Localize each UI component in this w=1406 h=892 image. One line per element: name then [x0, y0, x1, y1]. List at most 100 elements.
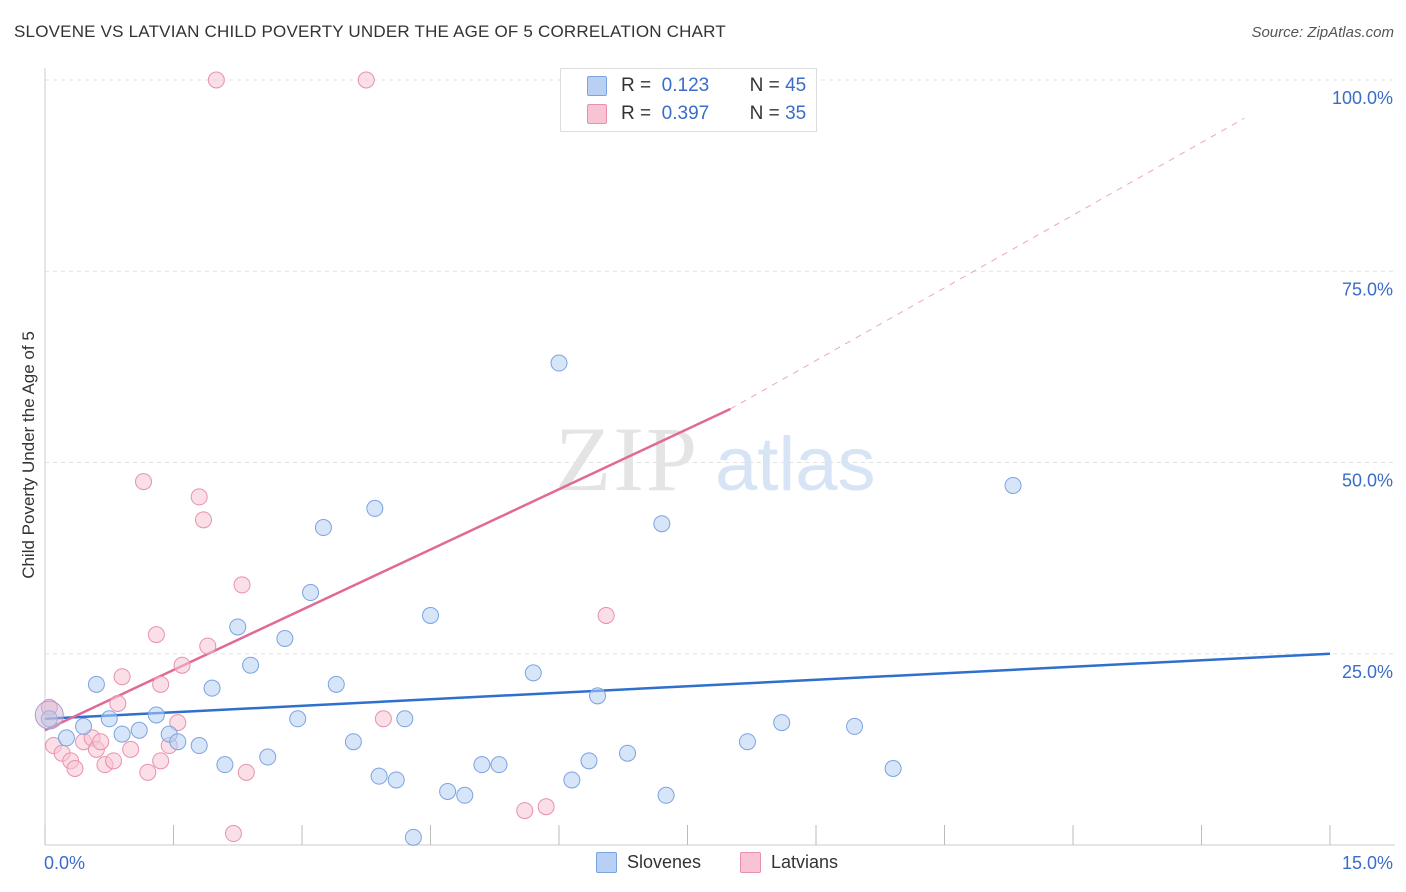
slovene-point	[100, 710, 118, 728]
latvian-point	[173, 656, 191, 674]
latvian-point	[233, 576, 251, 594]
slovenes-r-value: 0.123	[661, 75, 710, 96]
latvian-point	[537, 798, 555, 816]
latvians-trend-line	[44, 407, 731, 732]
slovene-point	[87, 675, 105, 693]
latvian-point	[516, 802, 534, 820]
slovene-point	[259, 748, 277, 766]
latvian-point	[237, 763, 255, 781]
x-tick-label: 15.0%	[1342, 853, 1393, 873]
grid-lines	[45, 79, 1395, 655]
slovene-point	[276, 629, 294, 647]
tick-labels: 25.0% 50.0% 75.0% 100.0% 0.0% 15.0%	[44, 88, 1393, 873]
slovene-point	[147, 706, 165, 724]
latvians-swatch	[587, 104, 607, 124]
latvian-point	[597, 607, 615, 624]
slovene-point	[190, 737, 208, 755]
slovene-point	[1004, 476, 1022, 494]
latvian-point	[152, 752, 170, 770]
slovene-point	[524, 664, 542, 682]
slovenes-n-value: 45	[785, 75, 807, 96]
y-axis-label: Child Poverty Under the Age of 5	[19, 331, 38, 579]
latvian-point	[207, 71, 225, 89]
bottom-legend-slovenes: Slovenes	[596, 852, 701, 873]
slovene-point	[619, 744, 637, 762]
latvian-point	[169, 714, 187, 732]
slovene-point	[370, 767, 388, 785]
source-label: Source: ZipAtlas.com	[1251, 24, 1394, 41]
slovene-point	[738, 733, 756, 751]
slovene-point	[57, 729, 75, 747]
slovene-point	[113, 725, 131, 743]
slovene-point	[396, 710, 414, 728]
slovene-point	[653, 515, 671, 533]
slovene-point	[314, 519, 332, 537]
slovene-point	[473, 756, 491, 774]
slovene-point	[302, 584, 320, 602]
slovene-point	[884, 760, 902, 777]
latvian-point	[374, 710, 392, 728]
slovene-point	[773, 714, 791, 732]
latvian-point	[357, 71, 375, 89]
slovene-point	[580, 752, 598, 770]
slovenes-trend-line	[44, 652, 1331, 721]
latvian-point	[147, 626, 165, 644]
latvian-point	[113, 668, 131, 686]
slovene-point	[344, 733, 362, 751]
latvian-point	[152, 675, 170, 693]
watermark: ZIP atlas	[555, 408, 876, 510]
latvian-point	[194, 511, 212, 529]
y-tick-label: 50.0%	[1342, 471, 1393, 491]
slovene-point	[242, 656, 260, 674]
latvian-point	[199, 637, 217, 655]
legend-n-label: N =	[749, 75, 780, 96]
legend-row-slovenes: R = 0.123 N = 45	[587, 72, 806, 100]
slovenes-swatch	[587, 76, 607, 96]
slovene-point	[422, 607, 439, 624]
slovenes-legend-label: Slovenes	[627, 852, 702, 872]
slovene-point	[216, 756, 234, 774]
bottom-legend-latvians: Latvians	[740, 852, 838, 873]
legend-row-latvians: R = 0.397 N = 35	[587, 100, 806, 128]
latvians-r-value: 0.397	[661, 103, 710, 124]
slovene-point	[289, 710, 307, 728]
slovene-point	[327, 675, 345, 693]
latvians-trend-extension	[730, 117, 1245, 410]
latvian-point	[66, 760, 84, 777]
chart-title: SLOVENE VS LATVIAN CHILD POVERTY UNDER T…	[14, 22, 726, 41]
overlap-point	[34, 700, 64, 730]
slovene-point	[589, 687, 607, 705]
y-tick-label: 100.0%	[1332, 88, 1393, 108]
y-tick-label: 25.0%	[1342, 662, 1393, 682]
slovene-point	[439, 782, 457, 800]
slovene-point	[404, 828, 422, 846]
legend-n-label: N =	[749, 103, 780, 124]
x-tick-label: 0.0%	[44, 853, 85, 873]
slovene-point	[387, 771, 405, 789]
slovene-point	[169, 733, 187, 751]
legend-r-label: R =	[621, 103, 652, 124]
slovene-point	[563, 771, 581, 789]
slovene-point	[366, 499, 384, 517]
slovene-point	[229, 618, 247, 636]
slovene-point	[490, 756, 508, 774]
latvian-point	[122, 740, 140, 758]
latvian-point	[109, 694, 127, 712]
slovene-point	[846, 717, 864, 735]
latvian-point	[135, 473, 153, 491]
legend-r-label: R =	[621, 75, 652, 96]
slovenes-legend-swatch	[596, 852, 617, 873]
latvians-legend-label: Latvians	[771, 852, 839, 872]
slovene-point	[75, 717, 93, 735]
latvian-point	[139, 763, 157, 781]
data-points	[34, 71, 1022, 846]
latvian-point	[105, 752, 123, 770]
watermark-zip: ZIP	[555, 408, 699, 510]
latvians-n-value: 35	[785, 103, 807, 124]
correlation-legend: R = 0.123 N = 45 R = 0.397 N = 35	[560, 68, 817, 132]
slovene-point	[203, 679, 221, 697]
latvian-point	[92, 733, 110, 751]
latvian-point	[190, 488, 208, 506]
slovene-point	[657, 786, 675, 804]
